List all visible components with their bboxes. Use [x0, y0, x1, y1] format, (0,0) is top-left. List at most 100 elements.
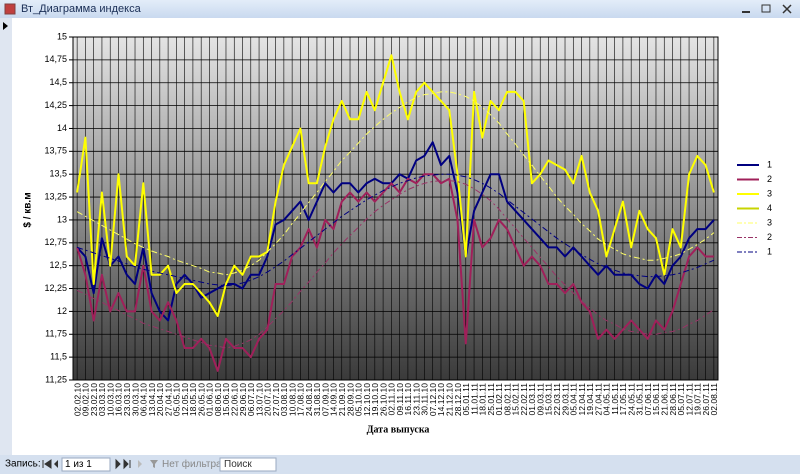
prev-record[interactable]: [54, 460, 58, 468]
series-line: [76, 173, 714, 372]
y-tick-label: 12,5: [49, 260, 67, 270]
x-tick-label: 11.05.11: [610, 383, 620, 415]
x-tick-label: 20.07.10: [263, 383, 273, 416]
x-tick-label: 24.08.10: [304, 383, 314, 416]
x-tick-label: 28.12.10: [453, 383, 463, 416]
first-record[interactable]: [42, 459, 52, 469]
y-tick-label: 13,5: [49, 169, 67, 179]
x-tick-label: 18.01.11: [478, 383, 488, 416]
next-record[interactable]: [115, 458, 131, 470]
filter-icon: [150, 460, 158, 468]
x-tick-label: 02.02.10: [72, 383, 82, 416]
x-tick-label: 06.04.10: [139, 383, 149, 416]
legend-label: 1: [767, 159, 772, 169]
window-buttons[interactable]: [742, 4, 792, 14]
status-bar: [0, 455, 800, 474]
trend-line: [76, 180, 715, 349]
x-tick-label: 30.11.10: [420, 383, 430, 416]
x-tick-label: 09.11.10: [395, 383, 405, 416]
plot-area: [72, 36, 719, 381]
x-tick-label: 10.03.10: [105, 383, 115, 416]
x-tick-label: 19.10.10: [370, 383, 380, 416]
x-tick-label: 15.06.10: [221, 383, 231, 416]
y-axis-label: $ / кв.м: [23, 192, 34, 227]
y-tick-label: 13,25: [44, 191, 67, 201]
x-tick-label: 21.06.11: [660, 383, 670, 416]
x-tick-label: 02.08.11: [709, 383, 719, 416]
x-tick-label: 13.04.10: [147, 383, 157, 416]
x-tick-label: 03.08.10: [279, 383, 289, 416]
new-record[interactable]: [138, 460, 142, 468]
x-tick-label: 07.12.10: [428, 383, 438, 416]
y-tick-label: 11,75: [45, 329, 67, 339]
record-box[interactable]: [61, 457, 111, 472]
record-label: Запись:: [5, 459, 41, 470]
x-tick-label: 04.05.11: [602, 383, 612, 416]
x-tick-label: 09.02.10: [81, 383, 91, 416]
x-tick-label: 21.12.10: [445, 383, 455, 416]
filter-status[interactable]: Нет фильтра: [162, 458, 222, 470]
x-tick-label: 05.05.10: [172, 383, 182, 416]
x-tick-label: 30.03.10: [130, 383, 140, 416]
x-tick-label: 28.09.10: [345, 383, 355, 416]
x-tick-label: 01.02.11: [494, 383, 504, 416]
y-tick-label: 13,75: [44, 146, 67, 156]
x-tick-label: 08.02.11: [502, 383, 512, 416]
x-tick-label: 27.04.10: [163, 383, 173, 416]
x-tick-label: 10.08.10: [287, 383, 297, 416]
x-tick-label: 31.08.10: [312, 383, 322, 416]
x-tick-label: 01.03.11: [527, 383, 537, 416]
x-tick-label: 12.04.11: [577, 383, 587, 416]
x-tick-label: 24.05.11: [626, 383, 636, 416]
legend-label: 1: [767, 246, 772, 256]
plot: 02.02.1009.02.1023.02.1003.03.1010.03.10…: [44, 31, 719, 416]
x-tick-label: 06.07.10: [246, 383, 256, 416]
legend-label: 2: [767, 232, 772, 242]
x-tick-label: 27.04.11: [593, 383, 603, 416]
x-tick-label: 15.02.11: [511, 383, 521, 416]
y-tick-label: 12,75: [44, 237, 67, 247]
x-tick-label: 31.05.11: [635, 383, 645, 416]
x-tick-label: 02.11.10: [387, 383, 397, 416]
y-tick-label: 12,25: [44, 283, 67, 293]
x-tick-label: 14.09.10: [329, 383, 339, 416]
trend-line: [76, 91, 715, 276]
y-tick-label: 14,5: [49, 77, 67, 87]
x-tick-label: 11.01.11: [469, 383, 479, 415]
x-tick-label: 05.01.11: [461, 383, 471, 416]
x-tick-label: 01.06.10: [205, 383, 215, 416]
x-tick-label: 07.06.11: [643, 383, 653, 416]
x-tick-label: 28.06.11: [668, 383, 678, 416]
x-tick-label: 22.02.11: [519, 383, 529, 416]
legend-label: 2: [767, 174, 772, 184]
window-title: Вт_Диаграмма индекса: [21, 3, 142, 15]
x-tick-label: 08.06.10: [213, 383, 223, 416]
series-line: [76, 54, 715, 317]
x-tick-label: 26.10.10: [378, 383, 388, 416]
x-tick-label: 13.07.10: [254, 383, 264, 416]
x-tick-label: 19.04.11: [585, 383, 595, 416]
y-tick-label: 14: [57, 123, 67, 133]
x-tick-label: 09.03.11: [535, 383, 545, 416]
x-tick-label: 23.02.10: [89, 383, 99, 416]
record-arrow: [3, 22, 8, 30]
x-tick-label: 22.03.11: [552, 383, 562, 416]
x-tick-label: 12.10.10: [362, 383, 372, 416]
trend-line: [76, 173, 715, 287]
x-tick-label: 18.05.10: [188, 383, 198, 416]
x-tick-label: 03.03.10: [97, 383, 107, 416]
x-tick-label: 25.01.11: [486, 383, 496, 416]
y-tick-label: 11,25: [45, 374, 67, 384]
record-selector[interactable]: [0, 18, 12, 455]
y-tick-label: 14,25: [44, 100, 67, 110]
x-tick-label: 17.08.10: [296, 383, 306, 416]
legend-label: 3: [767, 188, 772, 198]
close-button[interactable]: [782, 4, 792, 14]
x-tick-label: 14.12.10: [436, 383, 446, 416]
x-tick-label: 26.07.11: [701, 383, 711, 416]
maximize-button[interactable]: [761, 4, 771, 13]
search-box[interactable]: [219, 457, 277, 472]
x-tick-label: 12.05.10: [180, 383, 190, 416]
x-tick-label: 27.07.10: [271, 383, 281, 416]
